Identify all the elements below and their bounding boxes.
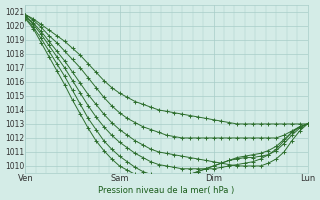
X-axis label: Pression niveau de la mer( hPa ): Pression niveau de la mer( hPa ) bbox=[98, 186, 235, 195]
